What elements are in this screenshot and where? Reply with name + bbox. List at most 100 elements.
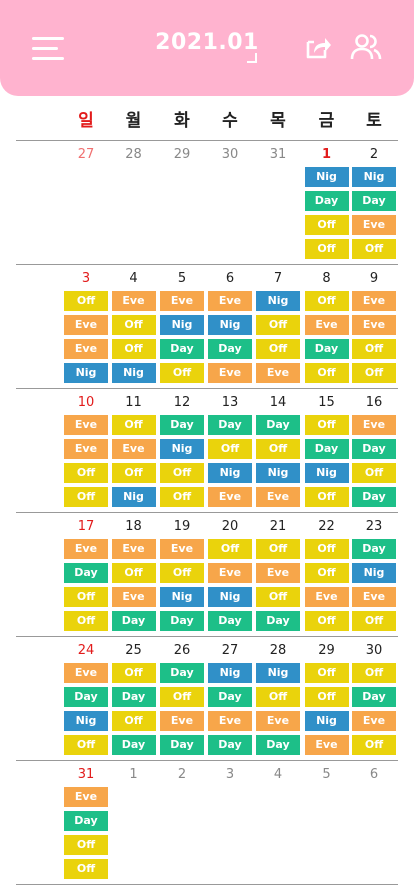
shift-badge-off[interactable]: Off bbox=[111, 711, 156, 731]
shift-badge-off[interactable]: Off bbox=[256, 339, 300, 359]
day-number[interactable]: 28 bbox=[125, 147, 142, 162]
day-number[interactable]: 27 bbox=[77, 147, 95, 162]
shift-badge-eve[interactable]: Eve bbox=[304, 587, 349, 607]
shift-badge-day[interactable]: Day bbox=[64, 811, 108, 831]
shift-badge-eve[interactable]: Eve bbox=[256, 363, 300, 383]
day-number[interactable]: 12 bbox=[173, 395, 191, 410]
day-number[interactable]: 19 bbox=[173, 519, 191, 534]
shift-badge-off[interactable]: Off bbox=[111, 663, 156, 683]
shift-badge-nig[interactable]: Nig bbox=[256, 291, 300, 311]
shift-badge-off[interactable]: Off bbox=[304, 239, 349, 259]
shift-badge-day[interactable]: Day bbox=[256, 415, 300, 435]
day-number[interactable]: 27 bbox=[221, 643, 239, 658]
shift-badge-eve[interactable]: Eve bbox=[256, 563, 300, 583]
day-number[interactable]: 29 bbox=[318, 643, 335, 658]
day-number[interactable]: 28 bbox=[269, 643, 287, 658]
day-number[interactable]: 25 bbox=[125, 643, 142, 658]
share-icon[interactable] bbox=[305, 34, 331, 60]
shift-badge-day[interactable]: Day bbox=[160, 415, 204, 435]
people-icon[interactable] bbox=[350, 33, 382, 61]
shift-badge-off[interactable]: Off bbox=[352, 611, 396, 631]
shift-badge-off[interactable]: Off bbox=[352, 339, 396, 359]
shift-badge-off[interactable]: Off bbox=[64, 835, 108, 855]
day-number[interactable]: 4 bbox=[273, 767, 283, 782]
shift-badge-nig[interactable]: Nig bbox=[208, 587, 252, 607]
shift-badge-day[interactable]: Day bbox=[304, 191, 349, 211]
shift-badge-day[interactable]: Day bbox=[160, 611, 204, 631]
day-number[interactable]: 3 bbox=[225, 767, 235, 782]
month-picker-corner-icon[interactable] bbox=[247, 53, 257, 63]
shift-badge-day[interactable]: Day bbox=[208, 339, 252, 359]
shift-badge-eve[interactable]: Eve bbox=[256, 487, 300, 507]
day-number[interactable]: 2 bbox=[369, 147, 379, 162]
shift-badge-nig[interactable]: Nig bbox=[208, 463, 252, 483]
shift-badge-eve[interactable]: Eve bbox=[352, 711, 396, 731]
day-number[interactable]: 23 bbox=[365, 519, 383, 534]
shift-badge-nig[interactable]: Nig bbox=[160, 439, 204, 459]
shift-badge-day[interactable]: Day bbox=[208, 611, 252, 631]
shift-badge-off[interactable]: Off bbox=[64, 587, 108, 607]
shift-badge-off[interactable]: Off bbox=[111, 415, 156, 435]
shift-badge-nig[interactable]: Nig bbox=[160, 315, 204, 335]
day-number[interactable]: 1 bbox=[321, 147, 332, 162]
shift-badge-nig[interactable]: Nig bbox=[111, 363, 156, 383]
shift-badge-day[interactable]: Day bbox=[160, 339, 204, 359]
shift-badge-eve[interactable]: Eve bbox=[304, 735, 349, 755]
shift-badge-nig[interactable]: Nig bbox=[64, 711, 108, 731]
shift-badge-day[interactable]: Day bbox=[208, 735, 252, 755]
day-number[interactable]: 30 bbox=[365, 643, 383, 658]
shift-badge-off[interactable]: Off bbox=[111, 463, 156, 483]
shift-badge-off[interactable]: Off bbox=[111, 563, 156, 583]
day-number[interactable]: 18 bbox=[125, 519, 142, 534]
shift-badge-nig[interactable]: Nig bbox=[352, 563, 396, 583]
day-number[interactable]: 13 bbox=[221, 395, 239, 410]
shift-badge-off[interactable]: Off bbox=[352, 363, 396, 383]
shift-badge-eve[interactable]: Eve bbox=[208, 363, 252, 383]
day-number[interactable]: 5 bbox=[177, 271, 187, 286]
menu-icon[interactable] bbox=[32, 37, 64, 61]
shift-badge-day[interactable]: Day bbox=[256, 611, 300, 631]
shift-badge-eve[interactable]: Eve bbox=[64, 539, 108, 559]
shift-badge-eve[interactable]: Eve bbox=[352, 215, 396, 235]
shift-badge-off[interactable]: Off bbox=[64, 735, 108, 755]
shift-badge-off[interactable]: Off bbox=[160, 463, 204, 483]
shift-badge-off[interactable]: Off bbox=[160, 563, 204, 583]
day-number[interactable]: 21 bbox=[269, 519, 287, 534]
shift-badge-day[interactable]: Day bbox=[352, 687, 396, 707]
shift-badge-day[interactable]: Day bbox=[304, 439, 349, 459]
shift-badge-eve[interactable]: Eve bbox=[352, 587, 396, 607]
shift-badge-off[interactable]: Off bbox=[304, 363, 349, 383]
shift-badge-eve[interactable]: Eve bbox=[352, 291, 396, 311]
shift-badge-eve[interactable]: Eve bbox=[111, 539, 156, 559]
day-number[interactable]: 15 bbox=[318, 395, 335, 410]
shift-badge-off[interactable]: Off bbox=[304, 291, 349, 311]
shift-badge-off[interactable]: Off bbox=[160, 687, 204, 707]
shift-badge-day[interactable]: Day bbox=[352, 539, 396, 559]
shift-badge-eve[interactable]: Eve bbox=[208, 291, 252, 311]
shift-badge-nig[interactable]: Nig bbox=[208, 663, 252, 683]
day-number[interactable]: 2 bbox=[177, 767, 187, 782]
shift-badge-eve[interactable]: Eve bbox=[64, 663, 108, 683]
shift-badge-off[interactable]: Off bbox=[304, 487, 349, 507]
day-number[interactable]: 29 bbox=[173, 147, 191, 162]
shift-badge-off[interactable]: Off bbox=[304, 663, 349, 683]
shift-badge-eve[interactable]: Eve bbox=[160, 291, 204, 311]
shift-badge-eve[interactable]: Eve bbox=[352, 415, 396, 435]
shift-badge-nig[interactable]: Nig bbox=[208, 315, 252, 335]
shift-badge-day[interactable]: Day bbox=[304, 339, 349, 359]
shift-badge-nig[interactable]: Nig bbox=[111, 487, 156, 507]
day-number[interactable]: 3 bbox=[81, 271, 91, 286]
shift-badge-off[interactable]: Off bbox=[64, 291, 108, 311]
day-number[interactable]: 7 bbox=[273, 271, 283, 286]
shift-badge-off[interactable]: Off bbox=[111, 339, 156, 359]
day-number[interactable]: 26 bbox=[173, 643, 191, 658]
shift-badge-off[interactable]: Off bbox=[111, 315, 156, 335]
shift-badge-off[interactable]: Off bbox=[304, 563, 349, 583]
day-number[interactable]: 11 bbox=[125, 395, 142, 410]
shift-badge-nig[interactable]: Nig bbox=[64, 363, 108, 383]
day-number[interactable]: 31 bbox=[269, 147, 287, 162]
shift-badge-nig[interactable]: Nig bbox=[352, 167, 396, 187]
shift-badge-day[interactable]: Day bbox=[208, 687, 252, 707]
shift-badge-off[interactable]: Off bbox=[352, 663, 396, 683]
shift-badge-day[interactable]: Day bbox=[64, 687, 108, 707]
